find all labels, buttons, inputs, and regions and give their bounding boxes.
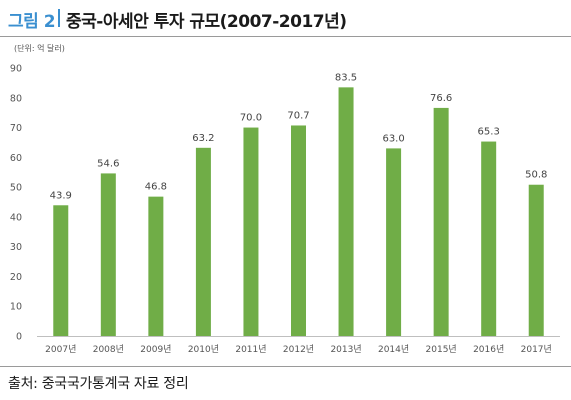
x-tick-label: 2017년 — [521, 344, 552, 355]
figure-title: 중국-아세안 투자 규모(2007-2017년) — [66, 12, 347, 32]
bar — [243, 127, 259, 336]
bar — [338, 87, 354, 336]
data-label: 76.6 — [430, 93, 452, 104]
data-label: 63.2 — [192, 133, 214, 144]
data-label: 70.7 — [287, 110, 309, 121]
title-divider — [58, 9, 60, 27]
x-tick-label: 2015년 — [426, 344, 457, 355]
data-label: 50.8 — [525, 170, 547, 181]
figure-label: 그림 2 — [8, 12, 56, 32]
data-label: 46.8 — [145, 182, 167, 193]
data-label: 70.0 — [240, 113, 262, 124]
y-tick-label: 50 — [10, 183, 22, 194]
x-tick-labels: 2007년 2008년 2009년 2010년 2011년 2012년 2013년 2014년… — [45, 344, 552, 355]
bars — [53, 87, 544, 337]
bar — [433, 107, 449, 336]
bar — [100, 173, 116, 336]
y-axis: 0 10 20 30 40 50 60 70 80 90 — [10, 64, 22, 343]
bar — [53, 205, 69, 336]
bottom-rule — [0, 366, 571, 367]
y-tick-label: 40 — [10, 212, 22, 223]
x-tick-label: 2014년 — [378, 344, 409, 355]
figure-header: 그림 2 중국-아세안 투자 규모(2007-2017년) — [0, 0, 571, 38]
x-tick-label: 2016년 — [473, 344, 504, 355]
data-label: 63.0 — [382, 133, 404, 144]
x-tick-label: 2008년 — [93, 344, 124, 355]
data-label: 83.5 — [335, 72, 357, 83]
bar — [291, 125, 306, 337]
x-tick-label: 2009년 — [140, 344, 171, 355]
x-tick-label: 2012년 — [283, 344, 314, 355]
bar — [195, 147, 211, 336]
data-label: 54.6 — [97, 158, 119, 169]
y-tick-label: 70 — [10, 123, 22, 134]
bar — [528, 184, 544, 336]
y-tick-label: 20 — [10, 272, 22, 283]
source-note: 출처: 중국국가통계국 자료 정리 — [8, 376, 189, 392]
x-tick-label: 2011년 — [235, 344, 266, 355]
x-tick-label: 2013년 — [330, 344, 361, 355]
value-labels: 43.9 54.6 46.8 63.2 70.0 70.7 83.5 63.0 76.6 65.3… — [50, 72, 548, 201]
y-tick-label: 30 — [10, 242, 22, 253]
x-tick-label: 2007년 — [45, 344, 76, 355]
bar-chart: 0 10 20 30 40 50 60 70 80 90 43.9 54.6 46.8 63.2 70.0… — [10, 64, 560, 355]
bar — [148, 196, 164, 336]
y-tick-label: 10 — [10, 302, 22, 313]
bar — [481, 141, 497, 336]
y-tick-label: 80 — [10, 93, 22, 104]
y-tick-label: 60 — [10, 153, 22, 164]
unit-label: (단위: 억 달러) — [14, 44, 65, 53]
y-tick-label: 0 — [16, 332, 22, 343]
bar — [386, 148, 402, 336]
x-tick-label: 2010년 — [188, 344, 219, 355]
y-tick-label: 90 — [10, 64, 22, 75]
data-label: 65.3 — [478, 127, 500, 138]
top-rule — [0, 36, 571, 37]
data-label: 43.9 — [50, 190, 72, 201]
